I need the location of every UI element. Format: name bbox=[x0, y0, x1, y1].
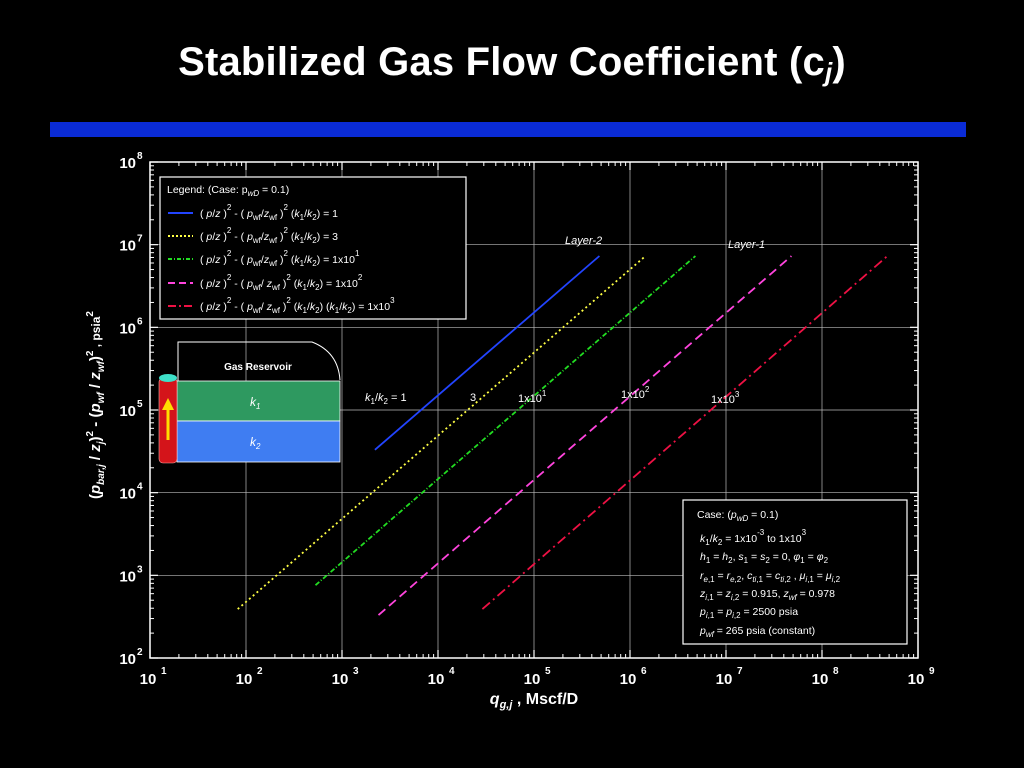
slide-title-text: Stabilized Gas Flow Coefficient (c bbox=[178, 40, 825, 84]
series-line-5 bbox=[481, 255, 888, 610]
x-tick-label: 10 bbox=[716, 671, 733, 688]
reservoir-layer-1 bbox=[176, 380, 341, 422]
ratio-label-3: 3 bbox=[470, 392, 476, 404]
case-box: Case: (pwD = 0.1) k1/k2 = 1x10-3 to 1x10… bbox=[682, 499, 908, 645]
y-tick-exponent: 4 bbox=[137, 482, 143, 493]
title-divider-bar bbox=[50, 122, 966, 137]
x-tick-exponent: 7 bbox=[737, 666, 743, 677]
case-box-frame bbox=[682, 499, 908, 645]
ratio-label-1000: 1x103 bbox=[711, 390, 740, 406]
x-tick-label: 10 bbox=[236, 671, 253, 688]
reservoir-diagram: Gas Reservoir k1 k2 bbox=[158, 341, 341, 464]
x-axis-label: qg,j , Mscf/D bbox=[490, 691, 578, 711]
ratio-label-100: 1x102 bbox=[621, 385, 650, 401]
x-tick-exponent: 6 bbox=[641, 666, 647, 677]
reservoir-outline bbox=[177, 341, 341, 381]
y-tick-exponent: 7 bbox=[137, 234, 143, 245]
y-tick-exponent: 8 bbox=[137, 151, 143, 162]
ratio-label-1: k1/k2 = 1 bbox=[365, 392, 407, 406]
y-tick-label: 10 bbox=[119, 403, 136, 420]
x-tick-label: 10 bbox=[812, 671, 829, 688]
legend-entry-1: ( p/z )2 - ( pwf/zwf )2 (k1/k2) = 1 bbox=[200, 203, 338, 222]
legend-entry-2: ( p/z )2 - ( pwf/zwf )2 (k1/k2) = 3 bbox=[200, 226, 338, 245]
x-tick-label: 10 bbox=[620, 671, 637, 688]
legend-entry-3: ( p/z )2 - ( pwf/zwf )2 (k1/k2) = 1x101 bbox=[200, 249, 360, 268]
x-tick-label: 10 bbox=[524, 671, 541, 688]
legend-entry-5: ( p/z )2 - ( pwf/ zwf )2 (k1/k2) (k1/k2)… bbox=[200, 296, 395, 315]
x-tick-exponent: 2 bbox=[257, 666, 263, 677]
reservoir-layer-2 bbox=[176, 420, 341, 463]
x-tick-exponent: 8 bbox=[833, 666, 839, 677]
x-tick-exponent: 4 bbox=[449, 666, 455, 677]
case-line-3: h1 = h2, s1 = s2 = 0, φ1 = φ2 bbox=[700, 551, 829, 565]
x-tick-exponent: 1 bbox=[161, 666, 167, 677]
legend-header: Legend: (Case: pwD = 0.1) bbox=[167, 184, 289, 198]
series-line-3 bbox=[314, 255, 696, 586]
reservoir-label: Gas Reservoir bbox=[224, 362, 292, 373]
series-line-1 bbox=[374, 255, 600, 451]
x-tick-label: 10 bbox=[908, 671, 925, 688]
layer-1-label: k1 bbox=[250, 395, 260, 411]
case-line-4: re,1 = re,2, cti,1 = cti,2 , μi,1 = μi,2 bbox=[700, 570, 841, 584]
slide-title-subscript: j bbox=[824, 57, 833, 87]
series-line-4 bbox=[377, 255, 792, 616]
y-tick-label: 10 bbox=[119, 568, 136, 585]
y-tick-exponent: 5 bbox=[137, 399, 143, 410]
y-tick-exponent: 6 bbox=[137, 316, 143, 327]
y-tick-label: 10 bbox=[119, 320, 136, 337]
chart-ticks: 10 1 10 2 10 3 10 4 10 5 10 6 10 7 10 8 10 910 210 310 410 51… bbox=[119, 151, 935, 688]
ratio-labels: k1/k2 = 1 3 1x101 1x102 1x103 bbox=[365, 385, 740, 406]
x-tick-exponent: 9 bbox=[929, 666, 935, 677]
case-line-6: pi,1 = pi,2 = 2500 psia bbox=[699, 606, 798, 620]
y-tick-label: 10 bbox=[119, 486, 136, 503]
slide-title: Stabilized Gas Flow Coefficient (cj) bbox=[0, 40, 1024, 88]
y-tick-label: 10 bbox=[119, 155, 136, 172]
x-tick-label: 10 bbox=[332, 671, 349, 688]
annotation-layer-2: Layer-2 bbox=[565, 235, 602, 247]
case-line-5: zi,1 = zi,2 = 0.915, zwf = 0.978 bbox=[699, 588, 835, 602]
layer-2-label: k2 bbox=[250, 435, 261, 451]
case-line-7: pwf = 265 psia (constant) bbox=[699, 625, 815, 639]
y-tick-label: 10 bbox=[119, 651, 136, 668]
y-axis-label: (pbar,j / zj)2 - (pwf / zwf)2 , psia2 bbox=[85, 311, 107, 499]
x-tick-label: 10 bbox=[428, 671, 445, 688]
x-tick-exponent: 5 bbox=[545, 666, 551, 677]
legend-entry-4: ( p/z )2 - ( pwf/ zwf )2 (k1/k2) = 1x102 bbox=[200, 273, 363, 292]
legend: Legend: (Case: pwD = 0.1) ( p/z )2 - ( p… bbox=[159, 176, 467, 320]
annotation-layer-1: Layer-1 bbox=[728, 239, 765, 251]
ratio-label-10: 1x101 bbox=[518, 389, 547, 405]
slide-title-close: ) bbox=[832, 40, 846, 84]
wellbore-top bbox=[159, 374, 177, 382]
flow-arrow-icon bbox=[162, 398, 174, 410]
y-tick-label: 10 bbox=[119, 238, 136, 255]
x-tick-label: 10 bbox=[140, 671, 157, 688]
legend-box bbox=[159, 176, 467, 320]
chart-series bbox=[237, 255, 888, 616]
y-tick-exponent: 2 bbox=[137, 647, 143, 658]
case-line-2: k1/k2 = 1x10-3 to 1x103 bbox=[700, 528, 807, 547]
x-tick-exponent: 3 bbox=[353, 666, 359, 677]
case-line-1: Case: (pwD = 0.1) bbox=[697, 509, 778, 523]
y-tick-exponent: 3 bbox=[137, 564, 143, 575]
